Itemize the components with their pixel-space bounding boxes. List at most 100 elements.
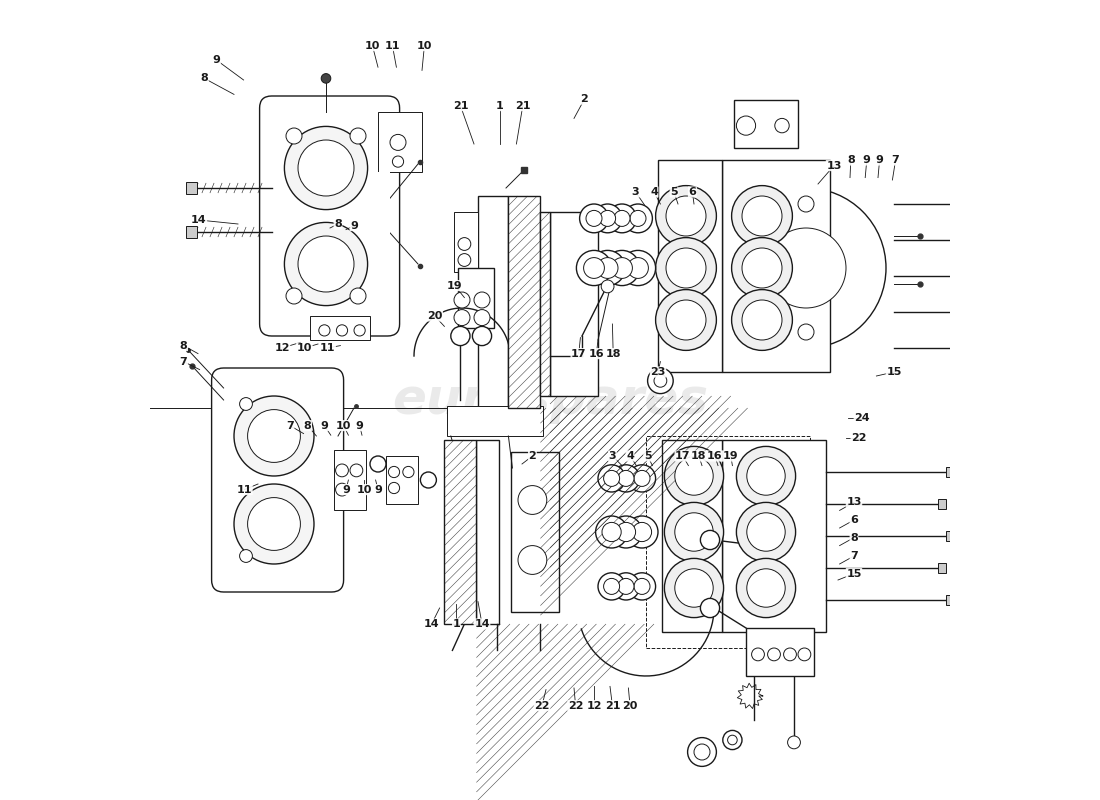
Text: 9: 9 <box>212 55 220 65</box>
Bar <box>722 160 830 372</box>
Circle shape <box>742 196 782 236</box>
Bar <box>476 440 498 624</box>
Bar <box>447 406 542 436</box>
Circle shape <box>798 648 811 661</box>
Circle shape <box>768 648 780 661</box>
Text: 22: 22 <box>851 433 867 442</box>
Text: 14: 14 <box>424 619 439 629</box>
Text: 19: 19 <box>723 451 738 461</box>
Circle shape <box>286 288 302 304</box>
FancyBboxPatch shape <box>260 96 399 336</box>
Bar <box>458 268 494 328</box>
Bar <box>254 436 334 524</box>
Bar <box>444 440 476 624</box>
Circle shape <box>628 573 656 600</box>
Text: 16: 16 <box>707 451 723 461</box>
Text: 4: 4 <box>650 187 658 197</box>
Circle shape <box>624 204 652 233</box>
Text: 2: 2 <box>581 94 589 104</box>
Bar <box>386 456 418 504</box>
Bar <box>722 440 826 632</box>
Text: 5: 5 <box>670 187 678 197</box>
Circle shape <box>634 578 650 594</box>
Bar <box>478 196 508 408</box>
Circle shape <box>420 472 437 488</box>
Circle shape <box>350 288 366 304</box>
Text: 10: 10 <box>356 485 372 494</box>
Circle shape <box>620 250 656 286</box>
Text: 11: 11 <box>236 485 252 494</box>
Circle shape <box>600 210 616 226</box>
Text: 9: 9 <box>350 221 358 230</box>
Text: 13: 13 <box>826 161 842 170</box>
Text: 6: 6 <box>689 187 696 197</box>
Circle shape <box>604 250 639 286</box>
Circle shape <box>370 456 386 472</box>
Text: 14: 14 <box>191 215 207 225</box>
Text: 21: 21 <box>515 101 530 110</box>
Circle shape <box>674 569 713 607</box>
Circle shape <box>285 126 367 210</box>
Text: 8: 8 <box>847 155 855 165</box>
Circle shape <box>602 280 614 293</box>
Circle shape <box>319 325 330 336</box>
Text: 8: 8 <box>200 74 208 83</box>
Circle shape <box>240 398 252 410</box>
Text: 8: 8 <box>334 219 342 229</box>
Circle shape <box>732 238 792 298</box>
Circle shape <box>337 325 348 336</box>
Text: 13: 13 <box>846 498 861 507</box>
Circle shape <box>576 250 612 286</box>
Text: 6: 6 <box>850 515 858 525</box>
Circle shape <box>726 188 886 348</box>
Circle shape <box>783 648 796 661</box>
Circle shape <box>628 465 656 492</box>
Circle shape <box>727 735 737 745</box>
Text: 10: 10 <box>336 421 351 430</box>
Circle shape <box>630 210 646 226</box>
Circle shape <box>688 738 716 766</box>
Text: 10: 10 <box>417 41 432 50</box>
Circle shape <box>390 134 406 150</box>
Text: 4: 4 <box>626 451 634 461</box>
Text: 17: 17 <box>571 349 586 358</box>
Text: 16: 16 <box>588 349 604 358</box>
Circle shape <box>388 466 399 478</box>
Circle shape <box>736 446 795 506</box>
Bar <box>746 628 814 676</box>
Circle shape <box>518 486 547 514</box>
Circle shape <box>626 516 658 548</box>
Circle shape <box>321 74 331 83</box>
Circle shape <box>580 204 608 233</box>
FancyBboxPatch shape <box>211 368 343 592</box>
Circle shape <box>388 482 399 494</box>
Text: 9: 9 <box>862 155 871 165</box>
Bar <box>946 467 954 477</box>
Text: 7: 7 <box>892 155 900 165</box>
Text: 1: 1 <box>452 619 460 629</box>
Circle shape <box>656 186 716 246</box>
Circle shape <box>612 258 632 278</box>
Text: 10: 10 <box>297 343 312 353</box>
Circle shape <box>597 258 618 278</box>
Text: 11: 11 <box>320 343 336 353</box>
Circle shape <box>798 196 814 212</box>
Text: 9: 9 <box>374 485 382 494</box>
Circle shape <box>656 238 716 298</box>
Circle shape <box>613 573 639 600</box>
Bar <box>734 100 798 148</box>
Circle shape <box>732 290 792 350</box>
Circle shape <box>354 325 365 336</box>
Circle shape <box>350 464 363 477</box>
Text: 23: 23 <box>650 367 666 377</box>
Circle shape <box>458 254 471 266</box>
Circle shape <box>298 236 354 292</box>
Circle shape <box>694 744 710 760</box>
Circle shape <box>336 464 349 477</box>
Text: 1: 1 <box>496 101 504 110</box>
Circle shape <box>285 222 367 306</box>
Text: 9: 9 <box>876 155 883 165</box>
Text: 8: 8 <box>850 533 858 542</box>
Bar <box>508 196 540 408</box>
Text: 21: 21 <box>453 101 469 110</box>
